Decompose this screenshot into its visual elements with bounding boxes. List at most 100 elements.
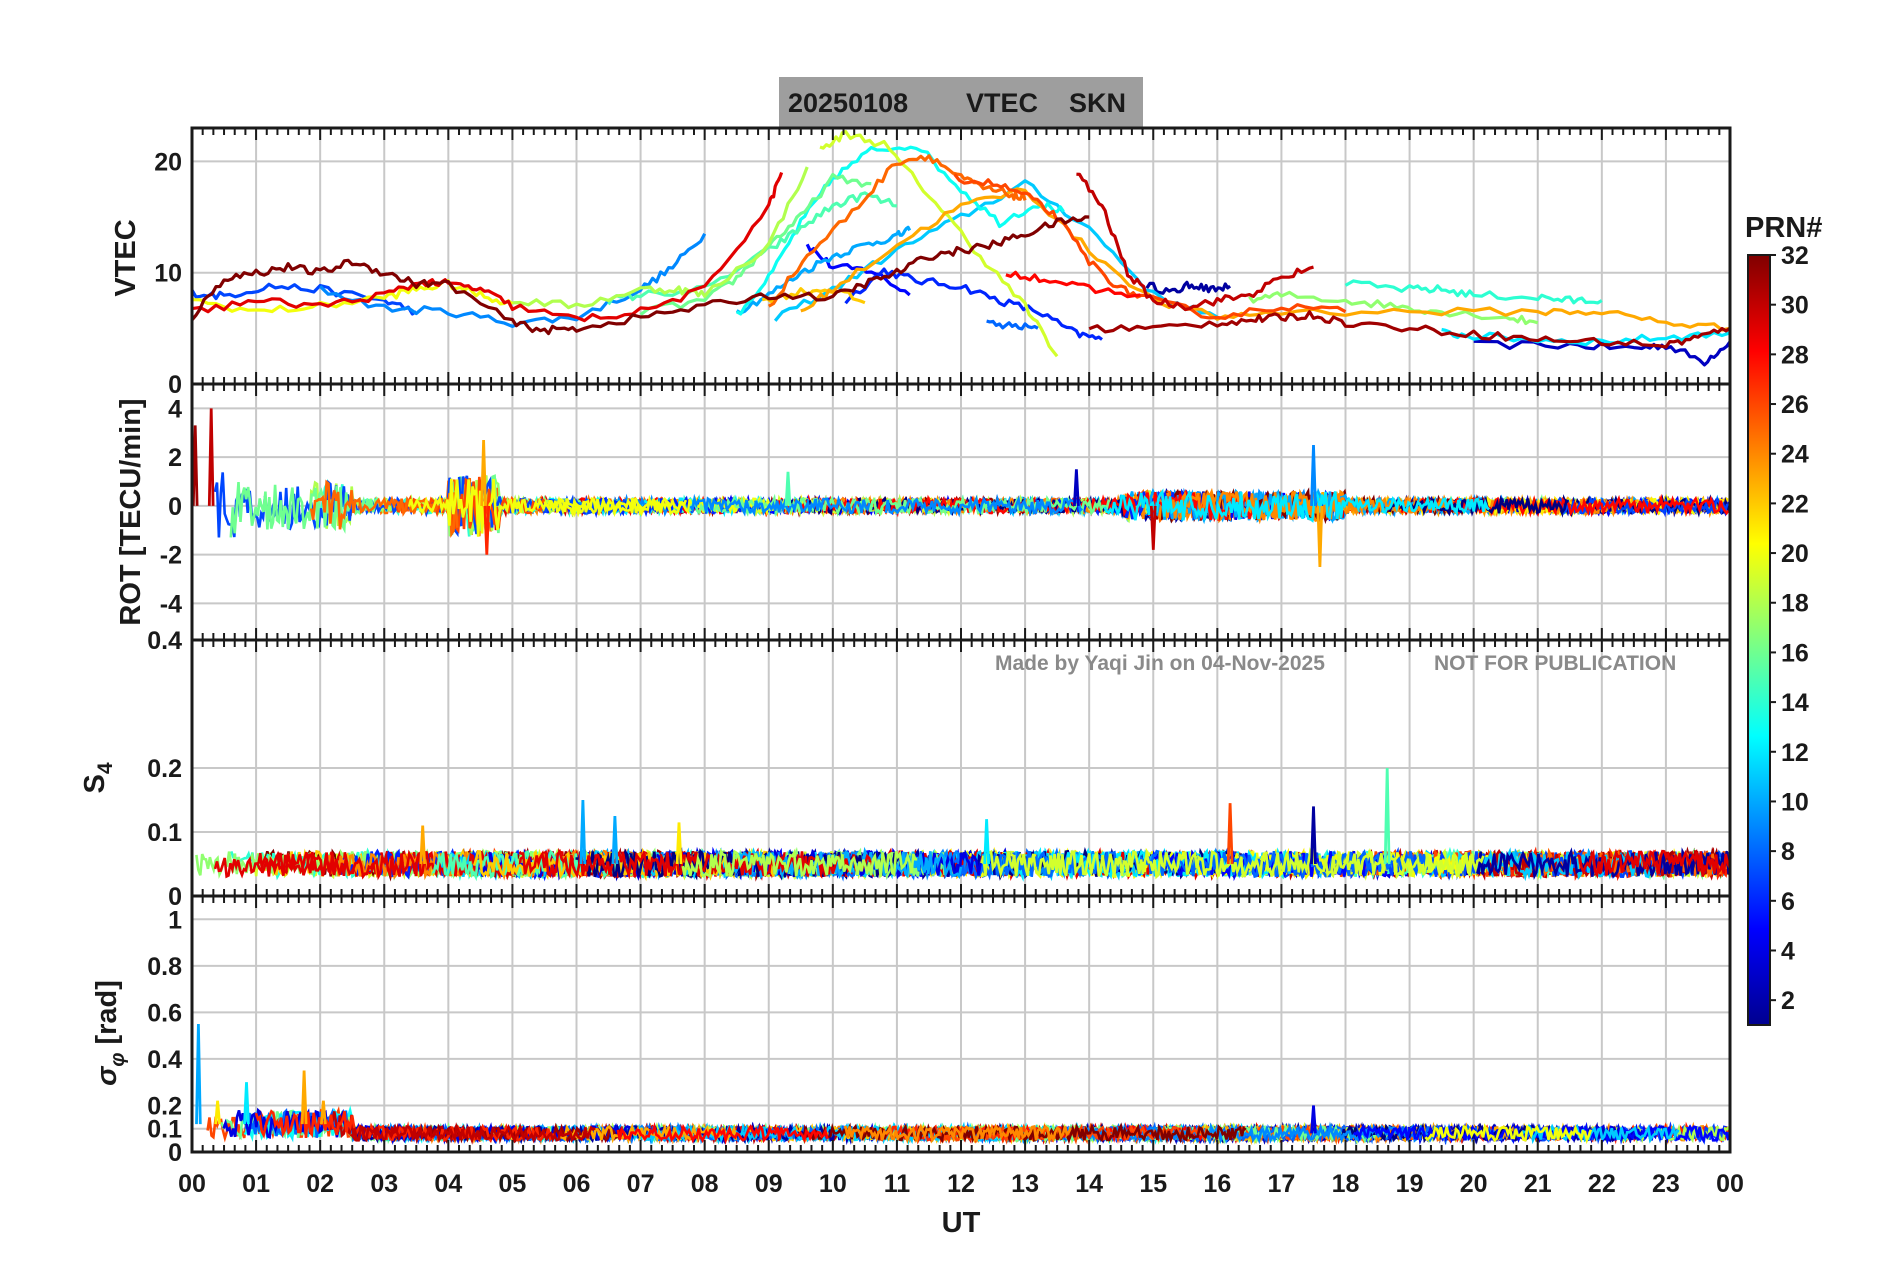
colorbar-tick-label: 10 <box>1781 788 1809 816</box>
x-tick-label: 22 <box>1588 1170 1616 1198</box>
y-tick-label: 0.1 <box>147 1116 182 1144</box>
colorbar-tick-label: 26 <box>1781 391 1809 419</box>
sig-spike <box>195 1023 202 1125</box>
vtec-series-prn-7 <box>192 282 418 316</box>
s4-ylabel: S4 <box>79 762 117 793</box>
colorbar-tick-label: 20 <box>1781 540 1809 568</box>
x-tick-label: 13 <box>1011 1170 1039 1198</box>
y-tick-label: 0 <box>168 1139 182 1167</box>
x-tick-label: 07 <box>627 1170 655 1198</box>
y-tick-label: 0.6 <box>147 999 182 1027</box>
vtec-ylabel: VTEC <box>110 219 142 296</box>
x-tick-label: 01 <box>242 1170 270 1198</box>
rot-spike <box>483 505 491 555</box>
s4-series-trace <box>980 847 1485 880</box>
rot-series <box>192 408 1730 567</box>
vtec-series-prn-18 <box>512 166 809 310</box>
sig-series-trace <box>1424 1123 1593 1145</box>
sig-spike <box>320 1100 327 1125</box>
rot-series-trace <box>1103 488 1490 523</box>
sigma-phi-panel: 00.10.2 0.4 0.6 0.8 1 σφ [rad] <box>91 894 1732 1167</box>
chart-title-box <box>779 77 1143 127</box>
colorbar-tick-label: 2 <box>1781 987 1795 1015</box>
x-axis-label: UT <box>942 1207 981 1239</box>
x-tick-labels: 00 01 02 03 04 05 06 07 08 09 10 11 12 13 14 15 16 17 18 19… <box>178 1170 1744 1198</box>
x-tick-label: 16 <box>1203 1170 1231 1198</box>
watermark-made-by: Made by Yaqi Jin on 04-Nov-2025 <box>995 652 1325 675</box>
y-tick-label: 0.8 <box>147 953 182 981</box>
s4-spike <box>1310 806 1317 865</box>
rot-spike <box>1316 505 1324 567</box>
x-tick-label: 12 <box>947 1170 975 1198</box>
y-tick-label: 0.4 <box>147 1046 182 1074</box>
sig-spike <box>214 1100 221 1125</box>
rot-spike <box>480 440 487 506</box>
x-tick-label: 23 <box>1652 1170 1680 1198</box>
sigma-phi-ylabel: σφ [rad] <box>91 980 129 1086</box>
x-tick-label: 21 <box>1524 1170 1552 1198</box>
vtec-grid <box>191 128 1731 384</box>
vtec-ticks: 0 10 20 <box>154 128 1731 399</box>
sig-spike <box>1310 1105 1317 1134</box>
x-tick-label: 09 <box>755 1170 783 1198</box>
y-tick-label: -4 <box>160 590 182 618</box>
y-tick-label: 0.2 <box>147 755 182 783</box>
sig-spike <box>243 1082 250 1125</box>
colorbar-gradient <box>1747 254 1771 1026</box>
x-tick-label: 18 <box>1332 1170 1360 1198</box>
vtec-series-prn-13 <box>735 145 1065 316</box>
y-tick-label: 2 <box>168 444 182 472</box>
vtec-series-prn-30 <box>1076 172 1314 312</box>
vtec-panel: 0 10 20 VTEC <box>110 126 1732 399</box>
colorbar-tick-label: 4 <box>1781 937 1795 965</box>
x-tick-label: 10 <box>819 1170 847 1198</box>
colorbar-tick-label: 16 <box>1781 639 1809 667</box>
vtec-series-prn-2 <box>1145 280 1232 295</box>
sig-series-trace <box>350 1122 596 1145</box>
s4-spike <box>579 799 587 865</box>
sig-series-trace <box>254 1107 555 1144</box>
rot-ticks: -4 -2 0 2 4 <box>160 384 1731 640</box>
x-tick-label: 06 <box>563 1170 591 1198</box>
colorbar-tick-label: 24 <box>1781 441 1809 469</box>
y-tick-label: 0.4 <box>147 627 182 655</box>
colorbar-tick-label: 28 <box>1781 341 1809 369</box>
colorbar-tick-label: 12 <box>1781 739 1809 767</box>
y-tick-label: -2 <box>160 542 182 570</box>
watermark-notice: NOT FOR PUBLICATION <box>1434 652 1676 675</box>
vtec-series-prn-32 <box>192 215 1090 336</box>
y-tick-label: 0 <box>168 493 182 521</box>
vtec-series-prn-14 <box>1344 279 1603 305</box>
x-tick-label: 03 <box>370 1170 398 1198</box>
x-tick-label: 08 <box>691 1170 719 1198</box>
x-tick-label: 02 <box>306 1170 334 1198</box>
rot-spike <box>1149 505 1157 550</box>
y-tick-label: 4 <box>168 395 182 423</box>
x-tick-label: 19 <box>1396 1170 1424 1198</box>
s4-spike <box>983 819 990 865</box>
sig-series-trace <box>616 1122 829 1146</box>
x-tick-label: 04 <box>434 1170 462 1198</box>
x-tick-label: 20 <box>1460 1170 1488 1198</box>
sig-series-trace <box>843 1122 1072 1145</box>
s4-panel: 0 0.1 0.2 0.4 S4 <box>79 627 1732 911</box>
rot-series-trace <box>689 493 871 517</box>
s4-series-trace <box>681 847 918 879</box>
vtec-series-prn-9 <box>319 232 707 328</box>
title-date: 20250108 <box>788 88 908 118</box>
y-tick-label: 0.2 <box>147 1092 182 1120</box>
vtec-series-prn-19 <box>819 130 1059 358</box>
s4-series-trace <box>518 849 875 880</box>
x-tick-label: 17 <box>1268 1170 1296 1198</box>
x-tick-label: 15 <box>1139 1170 1167 1198</box>
y-tick-label: 1 <box>168 906 182 934</box>
colorbar-tick-label: 18 <box>1781 590 1809 618</box>
sigma-phi-series <box>195 1023 1730 1146</box>
colorbar-tick-label: 32 <box>1781 242 1809 270</box>
colorbar-tick-label: 6 <box>1781 888 1795 916</box>
s4-spike <box>1383 767 1391 865</box>
sigma-phi-grid <box>191 896 1731 1152</box>
colorbar-tick-label: 22 <box>1781 490 1809 518</box>
s4-spike <box>675 822 683 865</box>
